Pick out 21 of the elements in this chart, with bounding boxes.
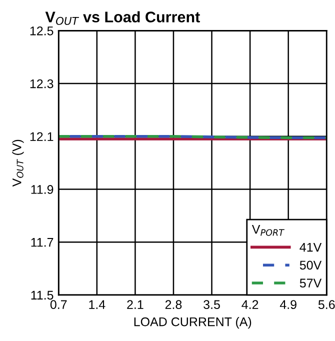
x-axis-title: LOAD CURRENT (A)	[134, 317, 252, 329]
x-tick-label: 5.6	[318, 300, 335, 310]
chart-title: V$_{OUT}$ vs Load Current	[45, 11, 200, 25]
y-tick-label: 12.5	[30, 26, 54, 36]
legend-title: V$_{PORT}$	[252, 225, 284, 236]
x-tick-label: 4.2	[242, 300, 258, 309]
y-tick-label: 11.7	[31, 238, 54, 247]
x-tick-label: 4.9	[280, 300, 296, 310]
x-tick-label: 0.7	[50, 300, 67, 310]
y-tick-label: 11.5	[31, 290, 54, 300]
legend-label: 41V	[300, 242, 322, 252]
x-tick-label: 1.4	[89, 300, 106, 309]
y-tick-label: 12.3	[30, 79, 54, 88]
y-tick-label: 12.1	[30, 132, 54, 141]
x-tick-label: 2.8	[165, 300, 182, 310]
x-tick-label: 2.1	[127, 300, 144, 309]
legend-label: 50V	[300, 260, 322, 270]
y-axis-title: V$_{OUT}$ (V)	[12, 140, 24, 187]
legend-label: 57V	[300, 278, 322, 288]
y-tick-label: 11.9	[31, 185, 54, 194]
x-tick-label: 3.5	[204, 300, 220, 310]
